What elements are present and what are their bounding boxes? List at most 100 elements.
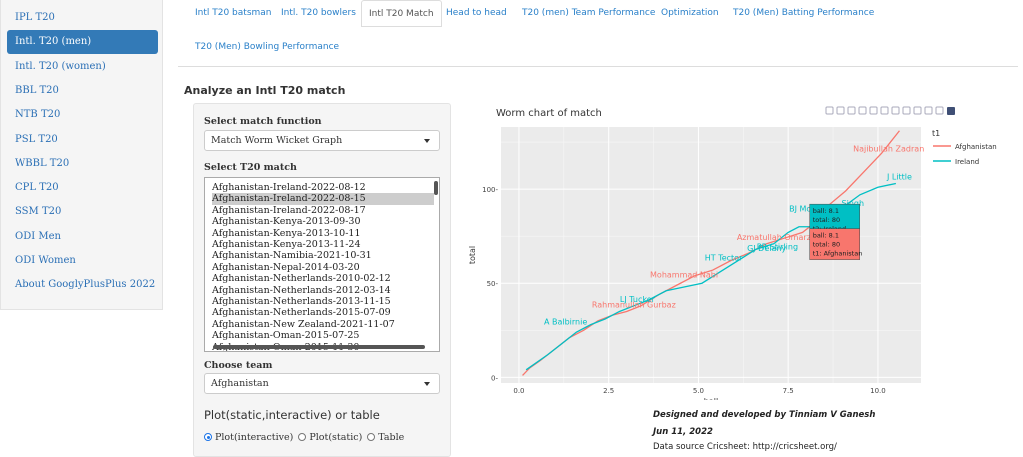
chart-annotations: Najibullah Zadran Azmatullah Omarzai Moham…: [544, 144, 924, 326]
tab[interactable]: Intl. T20 bowlers: [281, 8, 356, 18]
x-tick-label: 0.0: [513, 387, 524, 395]
function-select-value: Match Worm Wicket Graph: [211, 135, 343, 146]
sidebar-item[interactable]: PSL T20: [15, 133, 58, 145]
sidebar-item[interactable]: SSM T20: [15, 206, 62, 218]
match-listbox[interactable]: Afghanistan-Ireland-2022-08-12 Afghanista…: [204, 177, 440, 352]
designed-by-text: Designed and developed by Tinniam V Gane…: [653, 410, 876, 420]
plotly-logo-icon[interactable]: [947, 107, 955, 115]
radio-label: Plot(static): [309, 432, 363, 443]
sidebar-item[interactable]: ODI Women: [15, 255, 76, 266]
chart-modebar: [825, 106, 955, 115]
chart-title: Worm chart of match: [496, 108, 602, 119]
tab[interactable]: Head to head: [446, 8, 507, 18]
tab[interactable]: T20 (Men) Bowling Performance: [195, 42, 340, 52]
match-list-item[interactable]: Afghanistan-Oman-2015-07-25: [212, 330, 360, 342]
radio-button[interactable]: [204, 433, 212, 441]
horizontal-scrollbar[interactable]: [213, 345, 425, 349]
wicket-annotation: J Little: [886, 173, 912, 182]
match-list-item[interactable]: Afghanistan-New Zealand-2021-11-07: [212, 318, 395, 330]
function-label: Select match function: [204, 116, 322, 127]
spike-lines-icon[interactable]: [924, 106, 933, 115]
wicket-annotation: HT Tector: [705, 254, 743, 263]
match-list-item[interactable]: Afghanistan-Netherlands-2010-02-12: [212, 273, 391, 285]
chart-axes: 0.0 2.5 5.0 7.5 10.0 0- 50- 100- ball total: [468, 186, 886, 400]
autoscale-icon[interactable]: [902, 106, 911, 115]
wicket-annotation: LJ Tucker: [620, 295, 656, 304]
pan-icon[interactable]: [847, 106, 856, 115]
vertical-scrollbar[interactable]: [434, 181, 438, 195]
legend-entry[interactable]: Ireland: [955, 158, 979, 166]
wicket-annotation: Azmatullah Omarzai: [737, 233, 818, 242]
zoom-in-icon[interactable]: [880, 106, 889, 115]
tooltip-line: t1: Afghanistan: [813, 250, 863, 258]
sidebar-item[interactable]: Intl. T20 (women): [15, 60, 106, 72]
match-list-item[interactable]: Afghanistan-Nepal-2014-03-20: [212, 261, 360, 273]
sidebar-item[interactable]: NTB T20: [15, 109, 61, 121]
sidebar-item[interactable]: ODI Men: [15, 230, 61, 242]
legend-title: t1: [932, 129, 940, 138]
match-list-item[interactable]: Afghanistan-Kenya-2013-10-11: [212, 227, 361, 239]
tooltip-line: total: 80: [813, 216, 840, 224]
sidebar-item[interactable]: IPL T20: [15, 12, 55, 23]
wicket-annotation: Singh: [842, 199, 865, 208]
match-list-item[interactable]: Afghanistan-Netherlands-2012-03-14: [212, 284, 391, 296]
sidebar-item[interactable]: About GooglyPlusPlus 2022: [15, 279, 156, 291]
tooltip-line: total: 80: [813, 241, 840, 249]
sidebar-item[interactable]: WBBL T20: [15, 157, 70, 169]
tab[interactable]: Optimization: [661, 8, 719, 18]
team-label: Choose team: [204, 360, 273, 371]
match-list-item[interactable]: Afghanistan-Netherlands-2013-11-15: [212, 296, 391, 307]
chart-legend[interactable]: t1 Afghanistan Ireland: [932, 129, 997, 166]
zoom-out-icon[interactable]: [891, 106, 900, 115]
radio-button[interactable]: [298, 433, 307, 441]
match-list-item[interactable]: Afghanistan-Ireland-2022-08-17: [212, 204, 366, 216]
x-tick-label: 5.0: [693, 387, 704, 395]
sidebar-item[interactable]: Intl. T20 (men): [7, 30, 158, 55]
control-panel: Select match function Match Worm Wicket …: [193, 103, 451, 457]
match-list-item[interactable]: Afghanistan-Namibia-2021-10-31: [212, 250, 372, 262]
match-list-item[interactable]: Afghanistan-Ireland-2022-08-15: [212, 193, 434, 205]
function-select[interactable]: Match Worm Wicket Graph: [204, 130, 440, 151]
box-select-icon[interactable]: [858, 106, 867, 115]
data-source-text: Data source Cricsheet: http://cricsheet.…: [653, 442, 837, 452]
tab[interactable]: T20 (men) Team Performance: [522, 8, 656, 18]
reset-axes-icon[interactable]: [913, 106, 922, 115]
camera-icon[interactable]: [825, 106, 834, 115]
y-tick-label: 0-: [491, 374, 498, 382]
chart-grid: [501, 127, 921, 383]
y-tick-label: 100-: [482, 186, 498, 194]
compare-hover-icon[interactable]: [935, 106, 944, 115]
legend-entry[interactable]: Afghanistan: [955, 143, 997, 151]
date-text: Jun 11, 2022: [653, 427, 713, 437]
tab[interactable]: T20 (Men) Batting Performance: [733, 8, 875, 18]
team-select[interactable]: Afghanistan: [204, 373, 440, 394]
tab[interactable]: Intl T20 batsman: [195, 8, 272, 18]
sidebar-item[interactable]: BBL T20: [15, 84, 59, 96]
wicket-annotation: Rahmanullah Gurbaz: [592, 301, 676, 310]
match-list-item[interactable]: Afghanistan-Kenya-2013-11-24: [212, 239, 361, 250]
wicket-annotation: Mohammad Nabi: [650, 271, 718, 280]
worm-chart[interactable]: Worm chart of match Najibullah Zadran Azm…: [466, 100, 1023, 400]
tooltip-line: ball: 8.1: [813, 232, 839, 240]
team-select-value: Afghanistan: [211, 378, 269, 389]
zoom-icon[interactable]: [836, 106, 845, 115]
radio-button[interactable]: [367, 433, 376, 441]
radio-option[interactable]: Plot(interactive): [204, 432, 293, 443]
sidebar-item[interactable]: CPL T20: [15, 182, 59, 194]
lasso-icon[interactable]: [869, 106, 878, 115]
radio-option[interactable]: Plot(static): [298, 432, 362, 443]
plot-type-radio-group: Plot(interactive) Plot(static) Table: [204, 432, 409, 443]
x-axis-label: ball: [704, 397, 718, 400]
y-tick-label: 50-: [487, 280, 499, 288]
tooltip-box: [809, 228, 860, 260]
tab-bar: Intl T20 batsman Intl. T20 bowlers Intl T2…: [178, 0, 1018, 67]
radio-option[interactable]: Table: [367, 432, 404, 443]
match-list-item[interactable]: Afghanistan-Netherlands-2015-07-09: [212, 307, 391, 319]
match-list-item[interactable]: Afghanistan-Ireland-2022-08-12: [212, 182, 366, 193]
sidebar: IPL T20 Intl. T20 (men) Intl. T20 (women) B…: [0, 0, 163, 310]
x-tick-label: 7.5: [783, 387, 794, 395]
wicket-annotation: A Balbirnie: [544, 318, 587, 327]
match-list-item[interactable]: Afghanistan-Kenya-2013-09-30: [212, 216, 361, 228]
tab[interactable]: Intl T20 Match: [361, 0, 442, 27]
